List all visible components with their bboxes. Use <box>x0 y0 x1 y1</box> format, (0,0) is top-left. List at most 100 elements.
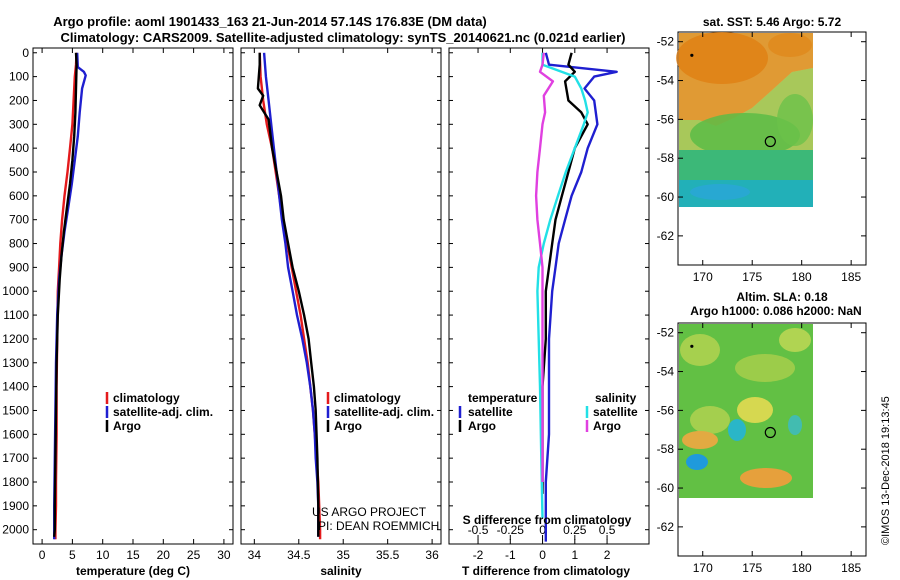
depth-tick-label: 1100 <box>3 308 29 322</box>
sst-green-patch-2 <box>777 94 813 146</box>
difference-series <box>534 52 618 542</box>
depth-axis-labels: 0 100 200 300 400 500 600 700 800 900 1000 1100 1200… <box>2 46 29 537</box>
series-line-argo <box>256 52 320 537</box>
depth-tick-label: 1800 <box>2 475 29 489</box>
depth-tick-label: 1900 <box>2 499 29 513</box>
series-line-satellite-adj-clim- <box>262 52 320 537</box>
legend-label-s-argo: Argo <box>593 419 621 433</box>
difference-panel: -2 -1 0 1 2 -0.5 -0.25 0 0.25 0.5 T difference fr… <box>448 47 650 578</box>
salinity-panel: 34 34.5 35 35.5 36 salinity climatology sate… <box>240 47 442 578</box>
sla-light-patch <box>680 334 720 366</box>
map-y-tick-label: -62 <box>657 229 675 243</box>
map-x-tick-label: 170 <box>693 270 713 284</box>
depth-tick-label: 600 <box>9 189 29 203</box>
x-tick-label: 15 <box>126 548 140 562</box>
map-y-tick-label: -52 <box>657 35 675 49</box>
credit-pi: PI: DEAN ROEMMICH <box>318 519 439 533</box>
salinity-xlabel: salinity <box>320 564 362 578</box>
map-y-tick-label: -54 <box>657 365 675 379</box>
salinity-plot-frame <box>240 47 442 545</box>
reference-dot-marker <box>690 344 694 348</box>
depth-tick-label: 200 <box>9 93 29 107</box>
sla-map-panel: Altim. SLA: 0.18 Argo h1000: 0.086 h2000… <box>657 290 867 575</box>
temperature-plot-frame <box>32 47 234 545</box>
x-tick-label: 2 <box>604 548 611 562</box>
map-x-tick-label: 175 <box>742 270 762 284</box>
s-axis-tick-label: 0.5 <box>599 523 616 537</box>
legend-label-argo: Argo <box>113 419 141 433</box>
depth-tick-label: 400 <box>9 141 29 155</box>
x-tick-label: 5 <box>69 548 76 562</box>
sla-light-patch-3 <box>779 328 811 352</box>
series-line-argo <box>53 52 78 537</box>
map-y-tick-label: -58 <box>657 151 675 165</box>
map-y-tick-label: -60 <box>657 481 675 495</box>
x-tick-label: -2 <box>473 548 484 562</box>
x-tick-label: 20 <box>157 548 171 562</box>
map-y-tick-label: -54 <box>657 74 675 88</box>
map-y-tick-label: -56 <box>657 403 675 417</box>
footer-credit: ©IMOS 13-Dec-2018 19:13:45 <box>880 396 892 545</box>
map-y-tick-label: -52 <box>657 326 675 340</box>
temperature-panel: 0 5 10 15 20 25 30 temperature (deg C) climato… <box>32 47 234 578</box>
reference-dot-marker <box>690 53 694 57</box>
temperature-xlabel: temperature (deg C) <box>76 564 190 578</box>
argo-position-marker <box>764 426 776 439</box>
legend-title-salinity: salinity <box>595 391 637 405</box>
map-y-tick-label: -62 <box>657 520 675 534</box>
depth-tick-label: 0 <box>22 46 29 60</box>
s-axis-tick-label: 0.25 <box>563 523 587 537</box>
salinity-series <box>256 52 322 540</box>
sla-blue-patch-3 <box>788 415 802 435</box>
depth-tick-label: 1600 <box>2 427 29 441</box>
x-tick-label: 34.5 <box>287 548 311 562</box>
legend-label-argo: Argo <box>334 419 362 433</box>
depth-tick-label: 500 <box>9 165 29 179</box>
s-axis-tick-label: -0.25 <box>497 523 525 537</box>
legend-label-satellite-adj: satellite-adj. clim. <box>113 405 213 419</box>
legend-label-climatology: climatology <box>334 391 401 405</box>
sla-yellow-patch <box>737 397 773 423</box>
x-tick-label: 0 <box>39 548 46 562</box>
sla-light-patch-2 <box>735 354 795 382</box>
sla-light-patch-4 <box>690 406 730 434</box>
legend-label-satellite-adj: satellite-adj. clim. <box>334 405 434 419</box>
series-line-temperature-satellite <box>544 52 618 542</box>
x-tick-label: -1 <box>505 548 516 562</box>
legend-label-t-satellite: satellite <box>468 405 513 419</box>
sst-cool-band <box>679 150 813 180</box>
depth-tick-label: 1300 <box>2 356 29 370</box>
sla-map-axes: 170 175 180 185 -52 -54 -56 -58 -60 -62 <box>657 323 866 575</box>
difference-legend: temperature salinity satellite Argo sate… <box>458 391 638 433</box>
temperature-legend: climatology satellite-adj. clim. Argo <box>105 391 213 433</box>
sst-map-title: sat. SST: 5.46 Argo: 5.72 <box>703 15 842 29</box>
depth-tick-label: 700 <box>9 213 29 227</box>
legend-label-climatology: climatology <box>113 391 180 405</box>
sst-cold-patch <box>690 184 750 200</box>
depth-tick-label: 1200 <box>2 332 29 346</box>
sla-field <box>679 324 813 498</box>
sla-orange-patch-2 <box>682 431 718 449</box>
sst-map-panel: sat. SST: 5.46 Argo: 5.72 170 175 180 185 -5… <box>657 15 867 284</box>
legend-label-t-argo: Argo <box>468 419 496 433</box>
difference-top-axis-label: S difference from climatology <box>463 513 632 527</box>
x-tick-label: 35 <box>337 548 351 562</box>
depth-tick-label: 1400 <box>2 380 29 394</box>
legend-title-temperature: temperature <box>468 391 538 405</box>
depth-tick-label: 1500 <box>2 403 29 417</box>
map-x-tick-label: 185 <box>841 561 861 575</box>
sst-map-axes: 170 175 180 185 -52 -54 -56 -58 -60 -62 <box>657 32 866 284</box>
sst-warm-core <box>676 32 768 84</box>
x-tick-label: 35.5 <box>376 548 400 562</box>
series-line-salinity-satellite <box>536 52 589 518</box>
argo-position-marker <box>764 135 776 148</box>
depth-tick-label: 300 <box>9 117 29 131</box>
salinity-x-ticks: 34 34.5 35 35.5 36 <box>241 48 441 562</box>
map-y-tick-label: -58 <box>657 442 675 456</box>
difference-xlabel: T difference from climatology <box>462 564 630 578</box>
sla-blue-patch <box>728 419 746 441</box>
legend-label-s-satellite: satellite <box>593 405 638 419</box>
x-tick-label: 30 <box>217 548 231 562</box>
map-x-tick-label: 180 <box>792 270 812 284</box>
sst-field <box>676 32 813 207</box>
